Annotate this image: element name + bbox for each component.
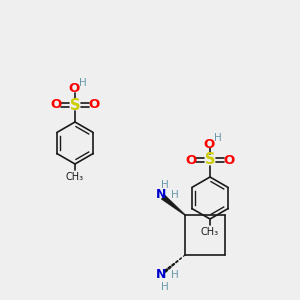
Text: H: H bbox=[161, 282, 169, 292]
Text: H: H bbox=[171, 190, 179, 200]
Text: H: H bbox=[161, 180, 169, 190]
Text: N: N bbox=[156, 188, 166, 202]
Text: O: O bbox=[50, 98, 62, 112]
Text: H: H bbox=[79, 78, 87, 88]
Text: O: O bbox=[203, 137, 214, 151]
Text: O: O bbox=[224, 154, 235, 166]
Text: O: O bbox=[185, 154, 197, 166]
Text: O: O bbox=[88, 98, 100, 112]
Text: S: S bbox=[70, 98, 80, 112]
Text: N: N bbox=[156, 268, 166, 281]
Text: O: O bbox=[68, 82, 80, 95]
Polygon shape bbox=[161, 195, 185, 215]
Text: H: H bbox=[214, 133, 222, 143]
Text: S: S bbox=[205, 152, 215, 167]
Text: H: H bbox=[171, 270, 179, 280]
Text: CH₃: CH₃ bbox=[201, 227, 219, 237]
Text: CH₃: CH₃ bbox=[66, 172, 84, 182]
